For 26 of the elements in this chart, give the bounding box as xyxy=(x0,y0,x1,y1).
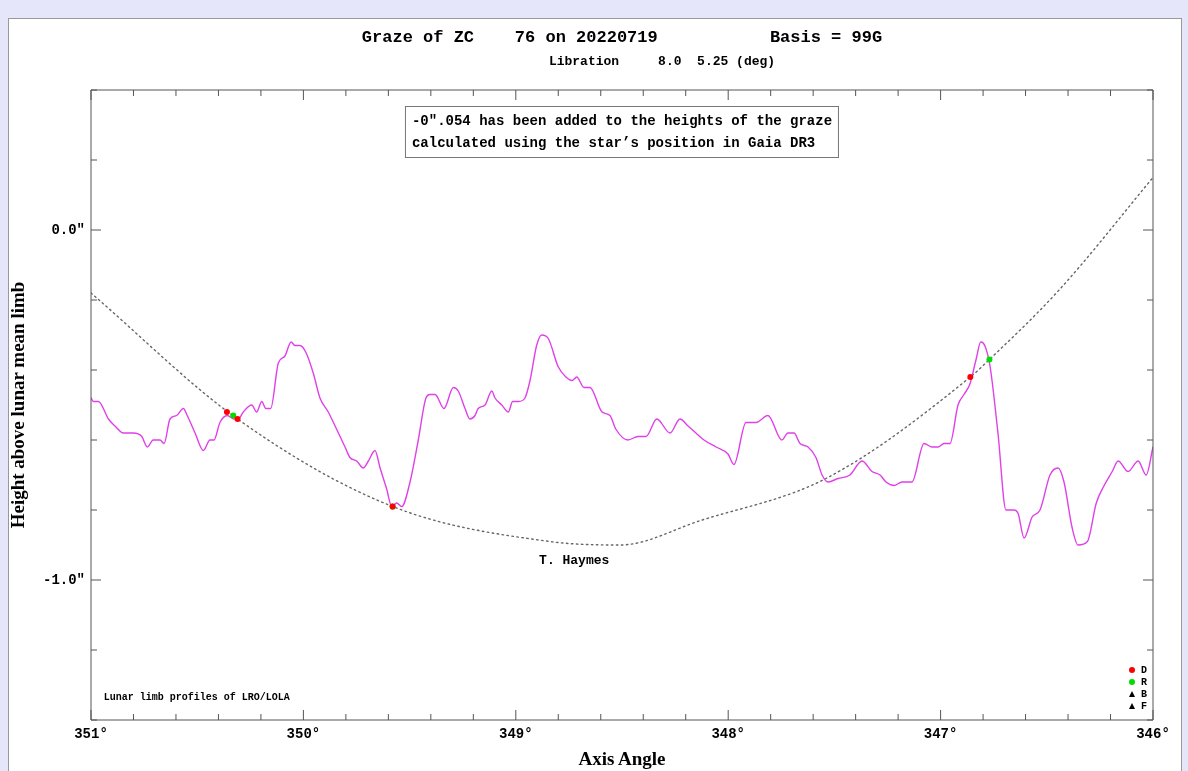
point xyxy=(230,412,237,419)
annotation: Lunar limb profiles of LRO/LOLA xyxy=(103,691,290,703)
annotation: T. Haymes xyxy=(539,553,610,569)
legend-label: D xyxy=(1140,664,1147,676)
x-tick-label: 347° xyxy=(923,725,958,742)
x-tick-label: 349° xyxy=(499,725,533,742)
point xyxy=(223,409,230,415)
point xyxy=(967,374,974,380)
x-axis-title: Axis Angle xyxy=(578,747,666,769)
chart-subtitle: Libration 8.0 5.25 (deg) xyxy=(547,54,777,69)
x-tick-label: 350° xyxy=(286,725,321,742)
y-tick-label: -1.0″ xyxy=(42,571,85,588)
y-tick-label: 0.0″ xyxy=(51,221,85,238)
annotation: -0″.054 has been added to the heights of the graze calculated using the star’s position in Gaia DR3 xyxy=(404,105,840,158)
x-tick-label: 346° xyxy=(1136,725,1170,742)
x-tick-label: 348° xyxy=(711,725,745,742)
line-series xyxy=(91,176,1153,546)
legend-label: R xyxy=(1140,676,1147,688)
chart-title: Graze of ZC 76 on 20220719 Basis = 99G xyxy=(360,28,884,47)
legend-label: F xyxy=(1140,700,1147,712)
point xyxy=(234,416,241,422)
x-tick-label: 351° xyxy=(74,725,108,742)
y-axis-title: Height above lunar mean limb xyxy=(7,281,29,529)
line-series xyxy=(91,334,1153,546)
legend-label: B xyxy=(1140,688,1147,700)
point xyxy=(986,356,993,363)
